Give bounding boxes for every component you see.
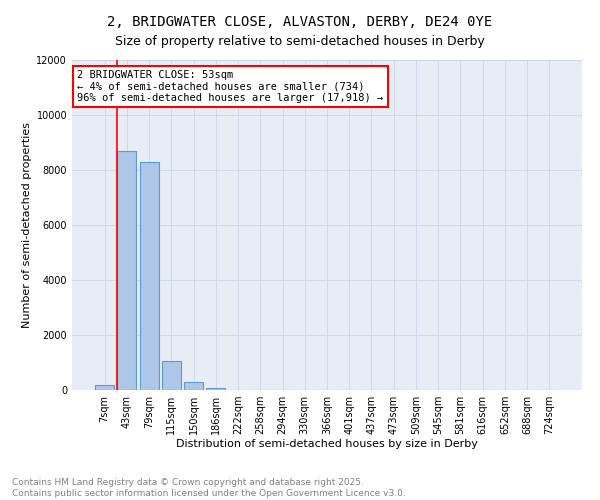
Bar bbox=[162, 361, 181, 390]
Text: 2 BRIDGWATER CLOSE: 53sqm
← 4% of semi-detached houses are smaller (734)
96% of : 2 BRIDGWATER CLOSE: 53sqm ← 4% of semi-d… bbox=[77, 70, 383, 103]
Bar bbox=[140, 162, 158, 390]
Text: Contains HM Land Registry data © Crown copyright and database right 2025.
Contai: Contains HM Land Registry data © Crown c… bbox=[12, 478, 406, 498]
Bar bbox=[95, 384, 114, 390]
Bar bbox=[184, 382, 203, 390]
Y-axis label: Number of semi-detached properties: Number of semi-detached properties bbox=[22, 122, 32, 328]
X-axis label: Distribution of semi-detached houses by size in Derby: Distribution of semi-detached houses by … bbox=[176, 438, 478, 448]
Text: Size of property relative to semi-detached houses in Derby: Size of property relative to semi-detach… bbox=[115, 35, 485, 48]
Bar bbox=[118, 151, 136, 390]
Text: 2, BRIDGWATER CLOSE, ALVASTON, DERBY, DE24 0YE: 2, BRIDGWATER CLOSE, ALVASTON, DERBY, DE… bbox=[107, 15, 493, 29]
Bar bbox=[206, 388, 225, 390]
